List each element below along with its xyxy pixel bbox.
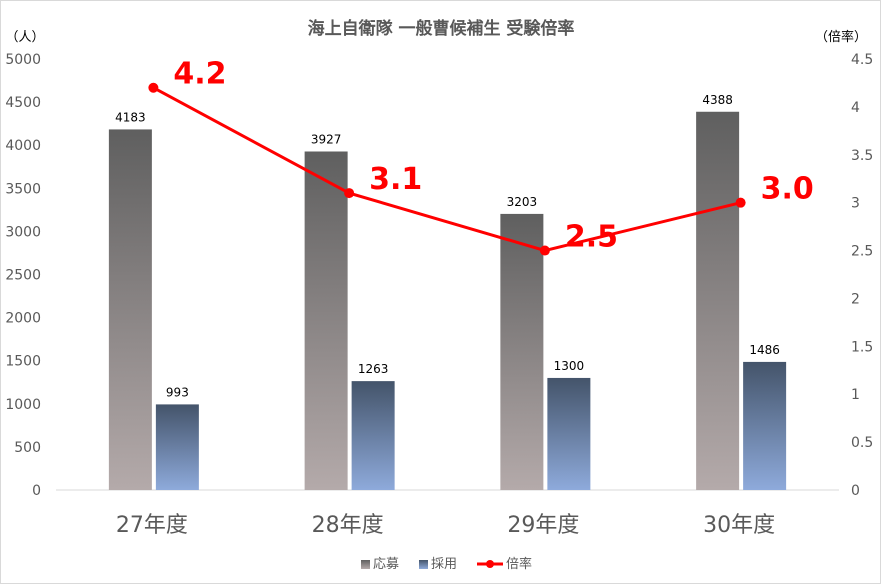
right-axis-unit: （倍率） — [815, 29, 867, 45]
hire-bar — [351, 381, 395, 490]
right-tick-label: 1.5 — [851, 339, 873, 355]
legend-swatch — [419, 560, 428, 569]
apply-bar — [500, 213, 544, 490]
legend: 応募 採用 倍率 — [361, 556, 532, 572]
left-tick-label: 1000 — [5, 397, 41, 413]
left-tick-label: 4500 — [5, 95, 41, 111]
chart-title: 海上自衛隊 一般曹候補生 受験倍率 — [308, 18, 575, 39]
right-axis-ticks: 4.5 4 3.5 3 2.5 2 1.5 1 0.5 0 — [851, 52, 873, 499]
right-tick-label: 4 — [851, 100, 860, 116]
apply-bar — [108, 129, 152, 490]
category-label: 29年度 — [507, 513, 579, 538]
right-tick-label: 0.5 — [851, 435, 873, 451]
apply-bar — [696, 111, 740, 491]
left-tick-label: 0 — [32, 483, 41, 499]
hire-bar-label: 1486 — [749, 343, 780, 357]
category-label: 28年度 — [312, 513, 384, 538]
rate-label: 4.2 — [173, 57, 226, 92]
rate-line-layer: 4.2 3.1 2.5 3.0 — [148, 57, 814, 256]
right-tick-label: 3 — [851, 196, 860, 212]
hire-bar-label: 993 — [166, 385, 189, 399]
right-tick-label: 4.5 — [851, 52, 873, 68]
rate-label: 2.5 — [565, 220, 618, 255]
left-tick-label: 2000 — [5, 311, 41, 327]
rate-point — [735, 197, 746, 208]
left-tick-label: 4000 — [5, 138, 41, 154]
right-tick-label: 0 — [851, 483, 860, 499]
bars: 4183 3927 3203 4388 993 1263 1300 1486 — [56, 93, 839, 491]
apply-bar-label: 3927 — [311, 132, 342, 146]
left-tick-label: 2500 — [5, 268, 41, 284]
left-tick-label: 5000 — [5, 52, 41, 68]
hire-bar — [743, 361, 787, 490]
legend-point-swatch — [486, 560, 494, 568]
rate-point — [539, 245, 550, 256]
legend-label: 倍率 — [506, 556, 532, 572]
legend-swatch — [361, 560, 370, 569]
right-tick-label: 2 — [851, 291, 860, 307]
apply-bar-label: 3203 — [507, 195, 538, 209]
left-tick-label: 500 — [14, 440, 41, 456]
rate-point — [148, 82, 159, 93]
left-tick-label: 3000 — [5, 224, 41, 240]
legend-label: 採用 — [431, 557, 457, 572]
apply-bar-label: 4388 — [702, 93, 733, 107]
apply-bar — [304, 151, 348, 490]
apply-bar-label: 4183 — [115, 110, 146, 124]
hire-bar-label: 1300 — [554, 359, 585, 373]
left-tick-label: 3500 — [5, 181, 41, 197]
right-tick-label: 2.5 — [851, 244, 873, 260]
rate-line — [152, 86, 741, 253]
rate-point — [344, 188, 355, 199]
hire-bar — [155, 404, 199, 490]
right-tick-label: 1 — [851, 387, 860, 403]
category-label: 30年度 — [703, 513, 775, 538]
x-axis-ticks: 27年度 28年度 29年度 30年度 — [116, 513, 775, 538]
category-label: 27年度 — [116, 513, 188, 538]
hire-bar — [547, 377, 591, 490]
left-tick-label: 1500 — [5, 354, 41, 370]
legend-label: 応募 — [373, 557, 399, 572]
rate-label: 3.1 — [369, 162, 422, 197]
rate-label: 3.0 — [761, 172, 814, 207]
right-tick-label: 3.5 — [851, 148, 873, 164]
hire-bar-label: 1263 — [358, 362, 389, 376]
left-axis-unit: （人） — [5, 30, 44, 45]
